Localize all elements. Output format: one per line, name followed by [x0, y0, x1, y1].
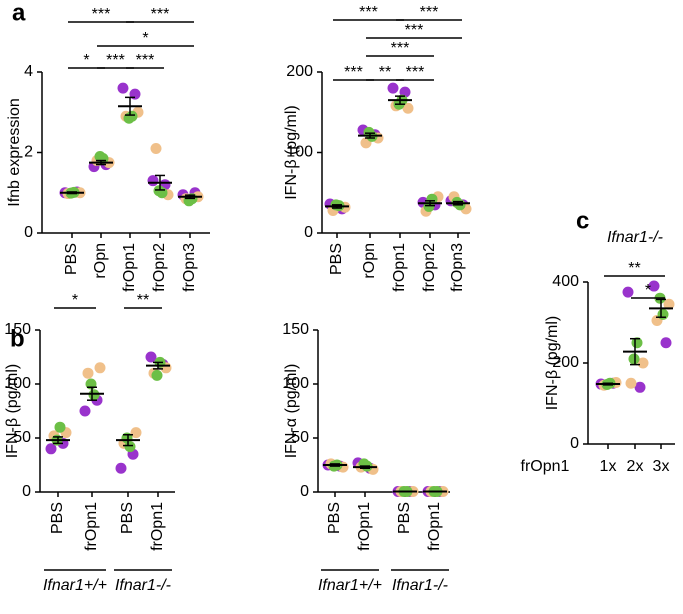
significance-label: *: [72, 292, 78, 309]
y-tick-label: 100: [286, 144, 313, 161]
data-point: [45, 443, 57, 455]
data-point: [663, 298, 675, 310]
x-tick-label: frOpn1: [83, 502, 100, 551]
y-tick-label: 4: [24, 63, 33, 80]
y-tick-label: 2: [24, 144, 33, 161]
y-tick-label: 50: [291, 429, 309, 446]
significance-label: **: [137, 292, 149, 309]
x-tick-label: PBS: [326, 502, 343, 534]
x-tick-label: frOpn2: [421, 243, 438, 292]
y-axis-label: Ifnb expression: [6, 98, 23, 207]
x-axis-label: frOpn1: [521, 458, 570, 475]
data-point: [79, 405, 91, 417]
data-point: [660, 337, 672, 349]
y-tick-label: 100: [4, 375, 31, 392]
group-label: Ifnar1+/+: [318, 577, 382, 594]
y-tick-label: 0: [300, 483, 309, 500]
panel-letter: c: [576, 207, 589, 234]
data-point: [153, 185, 165, 197]
significance-label: ***: [405, 22, 424, 39]
x-tick-label: PBS: [328, 243, 345, 275]
x-tick-label: 3x: [653, 458, 670, 475]
x-tick-label: frOpn1: [356, 502, 373, 551]
x-tick-label: PBS: [119, 502, 136, 534]
significance-label: ***: [344, 64, 363, 81]
y-tick-label: 400: [552, 273, 579, 290]
data-point: [115, 462, 127, 474]
data-point: [54, 421, 66, 433]
significance-label: ***: [391, 40, 410, 57]
y-tick-label: 100: [282, 375, 309, 392]
x-tick-label: frOpn1: [391, 243, 408, 292]
x-tick-label: 1x: [600, 458, 617, 475]
group-label: Ifnar1-/-: [115, 577, 171, 594]
y-tick-label: 200: [552, 354, 579, 371]
data-point: [628, 353, 640, 365]
significance-label: ***: [151, 6, 170, 23]
significance-label: **: [628, 260, 640, 277]
panel-letter: b: [10, 325, 25, 352]
y-tick-label: 150: [282, 321, 309, 338]
data-point: [657, 308, 669, 320]
data-point: [150, 142, 162, 154]
x-tick-label: rOpn: [361, 243, 378, 279]
group-label: Ifnar1-/-: [392, 577, 448, 594]
data-point: [94, 151, 106, 163]
y-tick-label: 200: [286, 63, 313, 80]
data-point: [145, 351, 157, 363]
data-point: [88, 389, 100, 401]
y-axis-label: IFN-β (pg/ml): [283, 105, 300, 200]
significance-label: ***: [359, 4, 378, 21]
x-tick-label: PBS: [49, 502, 66, 534]
data-point: [94, 362, 106, 374]
x-tick-label: frOpn1: [121, 243, 138, 292]
data-point: [625, 377, 637, 389]
y-tick-label: 150: [4, 321, 31, 338]
data-point: [637, 357, 649, 369]
significance-label: **: [379, 64, 391, 81]
data-point: [387, 82, 399, 94]
x-tick-label: frOpn1: [426, 502, 443, 551]
x-tick-label: PBS: [63, 243, 80, 275]
significance-label: *: [142, 30, 148, 47]
x-tick-label: rOpn: [92, 243, 109, 279]
x-tick-label: frOpn3: [181, 243, 198, 292]
y-axis-label: IFN-β (pg/ml): [544, 316, 561, 411]
significance-label: ***: [92, 6, 111, 23]
data-point: [147, 175, 159, 187]
x-tick-label: frOpn1: [149, 502, 166, 551]
y-tick-label: 0: [304, 224, 313, 241]
data-point: [151, 369, 163, 381]
group-label: Ifnar1+/+: [43, 577, 107, 594]
y-tick-label: 0: [24, 224, 33, 241]
data-point: [634, 381, 646, 393]
significance-label: ***: [406, 64, 425, 81]
y-tick-label: 50: [13, 429, 31, 446]
data-point: [402, 102, 414, 114]
x-tick-label: PBS: [396, 502, 413, 534]
panel-letter: a: [12, 0, 26, 26]
data-point: [130, 427, 142, 439]
data-point: [648, 280, 660, 292]
panel-title: Ifnar1-/-: [607, 229, 663, 246]
y-axis-label: IFN-α (pg/ml): [283, 364, 300, 459]
significance-label: *: [83, 52, 89, 69]
y-tick-label: 0: [22, 483, 31, 500]
y-axis-label: IFN-β (pg/ml): [4, 364, 21, 459]
significance-label: ***: [420, 4, 439, 21]
y-tick-label: 0: [570, 435, 579, 452]
x-tick-label: frOpn3: [449, 243, 466, 292]
data-point: [622, 286, 634, 298]
significance-label: ***: [106, 52, 125, 69]
x-tick-label: 2x: [627, 458, 644, 475]
x-tick-label: frOpn2: [151, 243, 168, 292]
data-point: [117, 82, 129, 94]
data-point: [82, 367, 94, 379]
significance-label: ***: [136, 52, 155, 69]
significance-label: *: [645, 282, 651, 299]
